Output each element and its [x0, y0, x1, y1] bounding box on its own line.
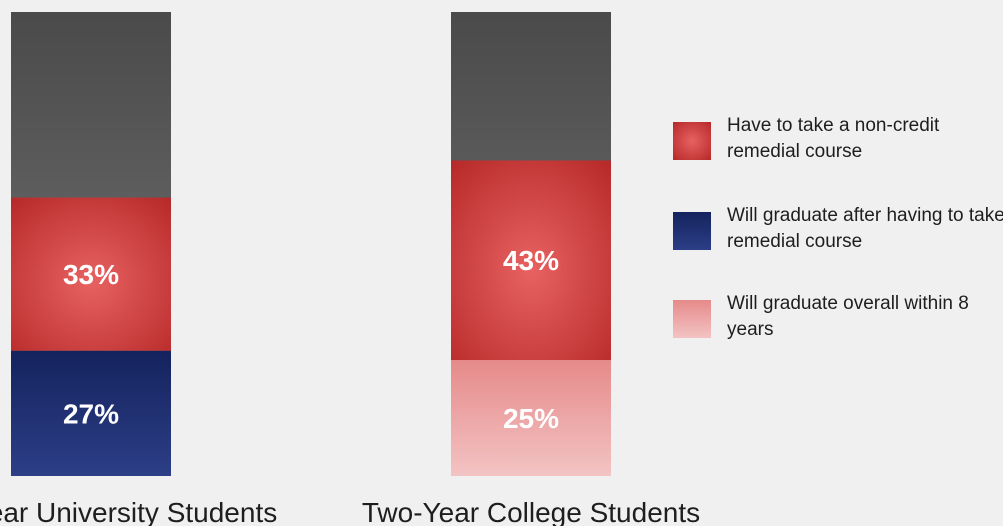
- legend-swatch-graduate-overall: [673, 300, 711, 338]
- data-label-have-to-take-a-non-credit-remedial-course-two-year-college-students: 43%: [503, 245, 559, 276]
- bars-layer: [11, 12, 611, 476]
- bar-segment-will-graduate-overall-within-8-years-two-year-college-students: [451, 360, 611, 476]
- bar-segment-have-to-take-a-non-credit-remedial-course-four-year-university-students: [11, 197, 171, 351]
- data-label-will-graduate-overall-within-8-years-two-year-college-students: 25%: [503, 403, 559, 434]
- legend-label-remedial-course: Have to take a non-credit remedial cours…: [727, 115, 940, 162]
- legend-label-graduate-after-remedial: Will graduate after having to take remed…: [727, 205, 1003, 252]
- labels-layer: 27% 33% Four-Year University Students 25% 43…: [0, 245, 700, 526]
- category-label-two-year-college-students: Two-Year College Students: [362, 497, 700, 526]
- legend-swatch-remedial-course: [673, 122, 711, 160]
- bar-segment-have-to-take-a-non-credit-remedial-course-two-year-college-students: [451, 160, 611, 360]
- legend-label-graduate-overall: Will graduate overall within 8 years: [727, 293, 969, 340]
- bar-segment-will-graduate-after-having-to-take-remedial-course-four-year-university-students: [11, 350, 171, 476]
- data-label-will-graduate-after-having-to-take-remedial-course-four-year-university-students: 27%: [63, 398, 119, 429]
- data-label-have-to-take-a-non-credit-remedial-course-four-year-university-students: 33%: [63, 259, 119, 290]
- category-label-four-year-university-students: Four-Year University Students: [0, 497, 277, 526]
- legend-swatch-graduate-after-remedial: [673, 212, 711, 250]
